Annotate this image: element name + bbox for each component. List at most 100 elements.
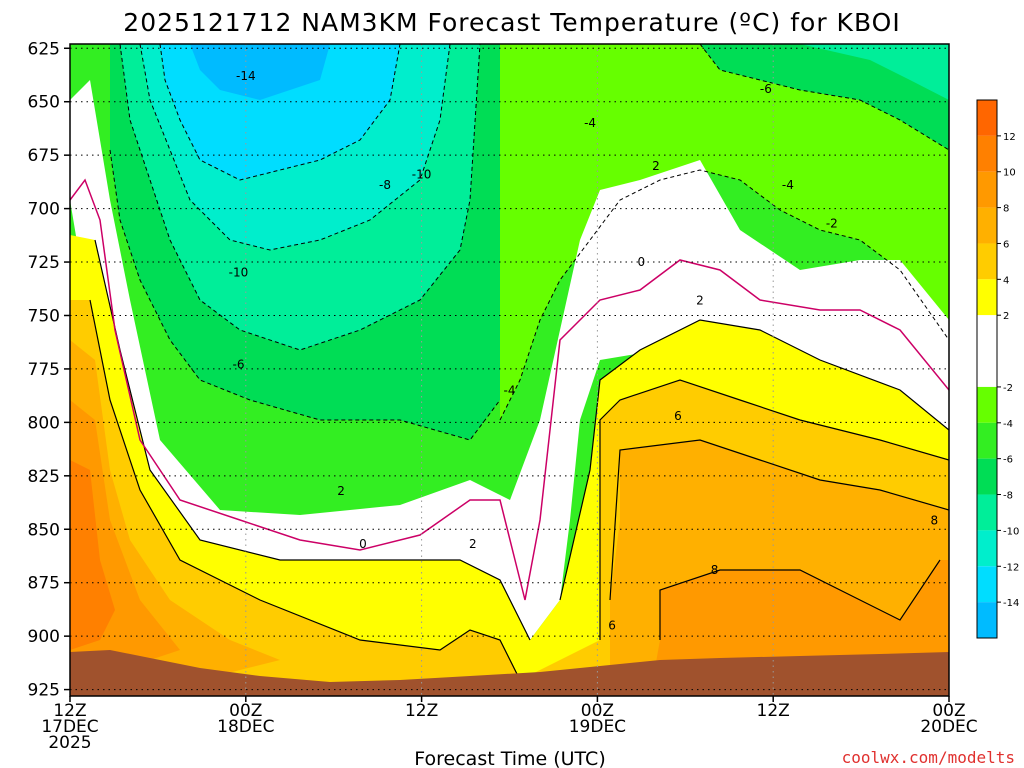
contour-label: -6 bbox=[760, 82, 772, 96]
colorbar-label: 8 bbox=[1003, 204, 1009, 215]
contour-label: 8 bbox=[711, 563, 719, 577]
zero-contour bbox=[70, 178, 949, 601]
negative-contours bbox=[109, 44, 949, 441]
grid-lines bbox=[70, 44, 949, 696]
contour-2c-right bbox=[559, 319, 949, 601]
contour-label: 2 bbox=[652, 159, 660, 173]
colorbar-label: 10 bbox=[1003, 168, 1016, 179]
colorbar-label: -8 bbox=[1003, 491, 1013, 502]
contour-label: 6 bbox=[608, 618, 616, 632]
plot-frame bbox=[69, 43, 950, 697]
colorbar-swatch bbox=[977, 386, 997, 423]
colorbar-swatch bbox=[977, 100, 997, 136]
contour-4c-left bbox=[89, 299, 521, 681]
colorbar-label: 12 bbox=[1003, 132, 1016, 143]
colorbar-swatch bbox=[977, 422, 997, 459]
band-orange-8 bbox=[70, 400, 949, 696]
y-tick-label: 800 bbox=[28, 413, 60, 433]
colorbar-swatch bbox=[977, 602, 997, 638]
contour-label: 2 bbox=[469, 537, 477, 551]
band-right-6 bbox=[700, 44, 949, 150]
y-tick-label: 925 bbox=[28, 681, 60, 701]
contour-label: -14 bbox=[236, 69, 256, 83]
colorbar-label: 4 bbox=[1003, 275, 1009, 286]
contour-2c-left bbox=[94, 239, 531, 641]
contour-label: 2 bbox=[696, 294, 704, 308]
contour-label: -4 bbox=[782, 178, 794, 192]
contour-label: 8 bbox=[931, 514, 939, 528]
plot-area bbox=[69, 43, 950, 697]
contour-label: 6 bbox=[674, 409, 682, 423]
contour-label: -4 bbox=[584, 116, 596, 130]
colorbar-label: -14 bbox=[1003, 598, 1019, 609]
y-tick-label: 650 bbox=[28, 93, 60, 113]
contour-neg6 bbox=[119, 44, 481, 351]
contour-label: -2 bbox=[826, 217, 838, 231]
colorbar-swatch bbox=[977, 458, 997, 495]
colorbar-swatch bbox=[977, 315, 997, 387]
colorbar-label: 2 bbox=[1003, 311, 1009, 322]
contour-neg4-right bbox=[499, 169, 949, 421]
colorbar-swatch bbox=[977, 494, 997, 531]
x-axis-label: Forecast Time (UTC) bbox=[414, 748, 605, 768]
colorbar-label: 6 bbox=[1003, 239, 1009, 250]
contour-lines bbox=[89, 239, 949, 681]
y-tick-label: 725 bbox=[28, 253, 60, 273]
x-tick-label: 12Z bbox=[405, 701, 438, 721]
contour-label: -4 bbox=[504, 383, 516, 397]
x-tick-label: 00Z 20DEC bbox=[920, 701, 977, 737]
y-tick-label: 750 bbox=[28, 306, 60, 326]
credit-text: coolwx.com/modelts bbox=[842, 748, 1015, 767]
colorbar: 12 10 8 6 4 2 -2 -4 -6 -8 -10 -12 -14 bbox=[976, 99, 1019, 639]
contour-label: 0 bbox=[638, 255, 646, 269]
contour-label: -10 bbox=[412, 167, 432, 181]
band-cold-16 bbox=[190, 44, 330, 100]
y-tick-label: 900 bbox=[28, 627, 60, 647]
colorbar-label: -6 bbox=[1003, 455, 1013, 466]
x-axis-ticks: 12Z 17DEC 2025 00Z 18DEC 12Z 00Z 19DEC 12Z 00Z 20D… bbox=[41, 696, 978, 753]
y-axis-ticks: 625 650 675 700 725 750 775 800 825 850 875 900 925 bbox=[28, 39, 70, 701]
y-tick-label: 875 bbox=[28, 574, 60, 594]
colorbar-swatch bbox=[977, 530, 997, 567]
band-green-light bbox=[500, 44, 949, 420]
colorbar-swatch bbox=[977, 171, 997, 208]
contour-6c-right bbox=[609, 439, 949, 601]
colorbar-label: -4 bbox=[1003, 419, 1013, 430]
y-tick-label: 850 bbox=[28, 520, 60, 540]
contour-label: 2 bbox=[337, 484, 345, 498]
y-tick-label: 825 bbox=[28, 467, 60, 487]
y-tick-label: 675 bbox=[28, 146, 60, 166]
x-tick-label: 00Z 19DEC bbox=[569, 701, 626, 737]
x-tick-label: 00Z 18DEC bbox=[217, 701, 274, 737]
contour-labels: -14 -10 -8 -10 -6 -4 -4 -6 -4 2 -2 0 2 6 8 8 6 2 0 2 bbox=[229, 69, 939, 632]
contour-label: -6 bbox=[232, 358, 244, 372]
x-tick-label: 12Z 17DEC 2025 bbox=[41, 701, 98, 753]
colorbar-label: -10 bbox=[1003, 526, 1019, 537]
contour-label: -8 bbox=[379, 178, 391, 192]
band-right-8 bbox=[800, 44, 949, 100]
contour-8c-right bbox=[659, 559, 941, 640]
colorbar-swatch bbox=[977, 566, 997, 603]
contour-neg10 bbox=[159, 44, 401, 181]
colorbar-swatch bbox=[977, 135, 997, 172]
colorbar-label: -12 bbox=[1003, 562, 1019, 573]
band-white bbox=[70, 80, 949, 640]
x-tick-label: 12Z bbox=[757, 701, 790, 721]
terrain bbox=[70, 650, 949, 696]
colorbar-label: -2 bbox=[1003, 383, 1013, 394]
contour-4c-right bbox=[599, 379, 949, 640]
colorbar-swatch bbox=[977, 279, 997, 316]
band-orange-10 bbox=[70, 460, 115, 650]
colorbar-frame bbox=[976, 99, 998, 639]
contour-neg6-right bbox=[699, 44, 949, 151]
colorbar-swatch bbox=[977, 243, 997, 280]
chart-title: 2025121712 NAM3KM Forecast Temperature (… bbox=[123, 8, 900, 37]
y-tick-label: 775 bbox=[28, 360, 60, 380]
y-tick-label: 625 bbox=[28, 39, 60, 59]
colorbar-swatch bbox=[977, 207, 997, 244]
contour-label: 0 bbox=[359, 537, 367, 551]
y-tick-label: 700 bbox=[28, 200, 60, 220]
contour-label: -10 bbox=[229, 266, 249, 280]
contour-neg8 bbox=[139, 44, 451, 251]
